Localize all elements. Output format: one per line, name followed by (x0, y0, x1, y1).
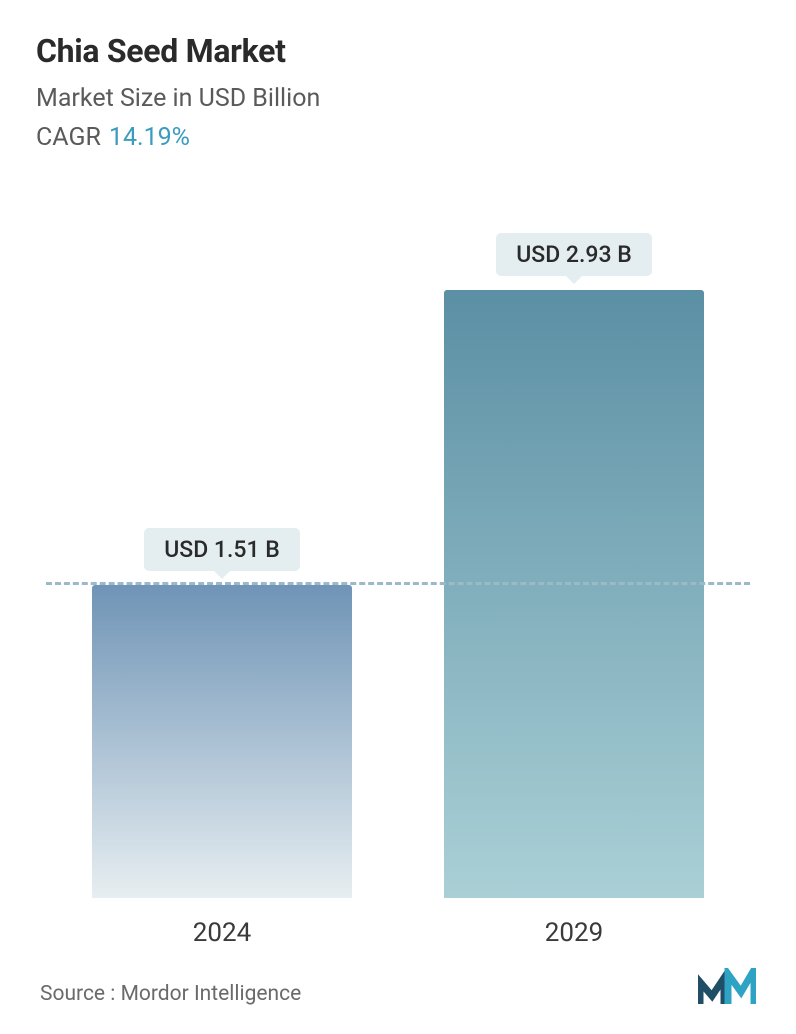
chart-container: Chia Seed Market Market Size in USD Bill… (0, 0, 796, 1034)
x-label-2024: 2024 (92, 918, 352, 948)
chart-footer: Source : Mordor Intelligence (36, 968, 760, 1014)
cagr-label: CAGR (36, 123, 101, 152)
bars-wrap: USD 1.51 B USD 2.93 B (46, 182, 750, 898)
source-text: Source : Mordor Intelligence (40, 982, 301, 1006)
bar-group-2029: USD 2.93 B (444, 233, 704, 898)
bar-2029 (444, 290, 704, 898)
reference-line (46, 582, 750, 585)
cagr-row: CAGR 14.19% (36, 123, 760, 152)
value-label-2024: USD 1.51 B (144, 528, 300, 571)
chart-area: USD 1.51 B USD 2.93 B 2024 2029 (46, 182, 750, 958)
cagr-value: 14.19% (109, 123, 190, 152)
mordor-logo-icon (698, 968, 756, 1006)
x-axis-labels: 2024 2029 (46, 918, 750, 948)
chart-subtitle: Market Size in USD Billion (36, 84, 760, 113)
chart-title: Chia Seed Market (36, 32, 760, 70)
x-label-2029: 2029 (444, 918, 704, 948)
bar-2024 (92, 585, 352, 898)
value-label-2029: USD 2.93 B (496, 233, 652, 276)
